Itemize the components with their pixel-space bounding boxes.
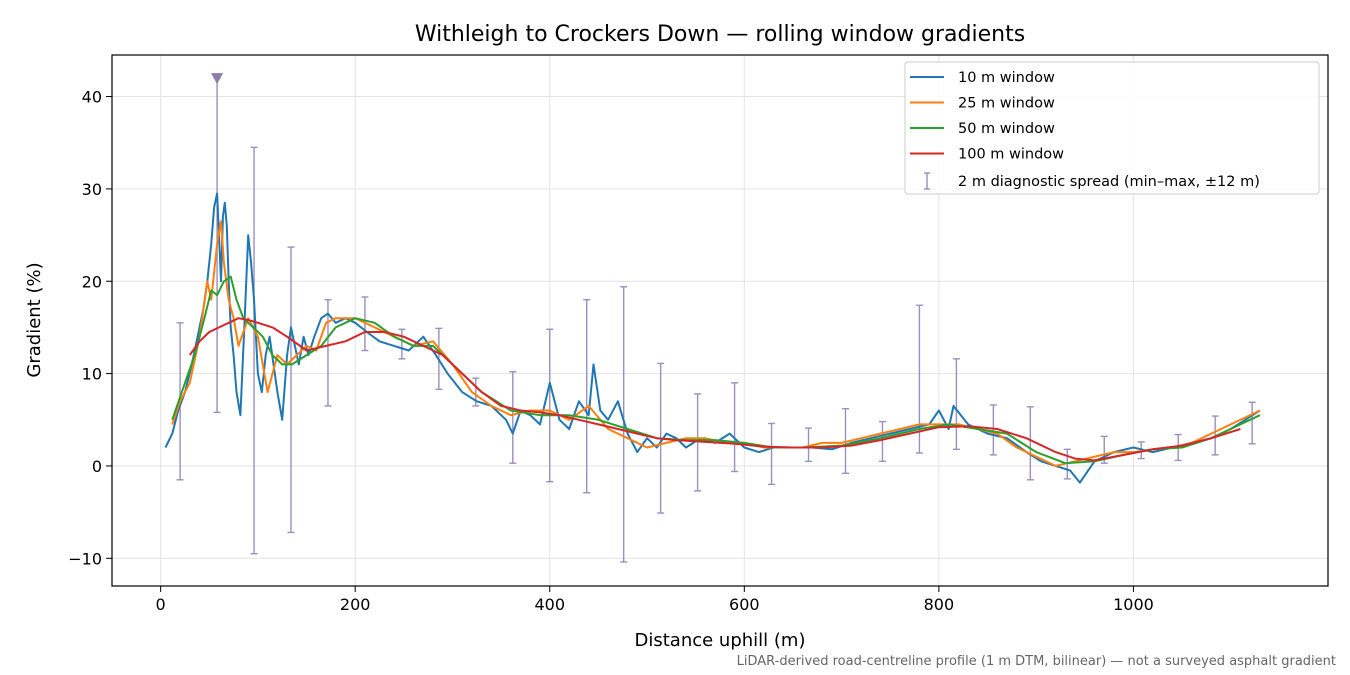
y-tick-label: 10: [82, 365, 102, 384]
error-bar: [583, 299, 591, 494]
error-bar: [287, 246, 295, 534]
error-bar: [546, 328, 554, 483]
legend-label-w100: 100 m window: [958, 147, 1064, 163]
error-bar: [952, 358, 960, 451]
plot-area: [164, 73, 1261, 563]
x-tick-label: 0: [156, 595, 166, 614]
series-line-w50: [171, 275, 1261, 465]
error-bar: [509, 371, 517, 464]
y-tick-label: 0: [92, 457, 102, 476]
y-tick-label: −10: [68, 549, 102, 568]
error-bar: [324, 299, 332, 407]
error-bar: [878, 420, 886, 463]
error-bar: [250, 146, 258, 555]
chart-title: Withleigh to Crockers Down — rolling win…: [415, 22, 1025, 47]
plot-frame: [111, 54, 1329, 587]
legend-label-w50: 50 m window: [958, 121, 1055, 137]
y-axis-label: Gradient (%): [24, 262, 45, 377]
legend-frame: [904, 61, 1320, 195]
error-bar: [1248, 401, 1256, 445]
peak-marker: [211, 73, 224, 85]
x-tick-label: 600: [729, 595, 760, 614]
y-tick-label: 30: [82, 180, 102, 199]
x-tick-label: 200: [340, 595, 371, 614]
error-bar: [1026, 406, 1034, 481]
legend-label-w10: 10 m window: [958, 70, 1055, 86]
series-line-w25: [171, 220, 1261, 467]
footnote: LiDAR-derived road-centreline profile (1…: [737, 654, 1336, 669]
error-bar: [989, 404, 997, 456]
error-bar: [805, 427, 813, 463]
x-tick-label: 800: [924, 595, 955, 614]
y-tick-label: 40: [82, 88, 102, 107]
legend-label-w25: 25 m window: [958, 96, 1055, 112]
series-line-w10: [164, 192, 1261, 484]
x-tick-label: 1000: [1113, 595, 1154, 614]
x-axis-label: Distance uphill (m): [635, 630, 806, 651]
x-tick-label: 400: [534, 595, 565, 614]
error-bar: [731, 382, 739, 473]
error-bar: [768, 422, 776, 486]
series-line-w100: [188, 317, 1241, 462]
legend: 10 m window 25 m window 50 m window 100 m w…: [904, 61, 1320, 195]
axis-ticks: 0 200 400 600 800 1000 −10 0 10 20 30 40: [68, 88, 1154, 614]
error-bar: [398, 328, 406, 360]
error-bar: [620, 286, 628, 563]
y-tick-label: 20: [82, 272, 102, 291]
legend-label-errorbar: 2 m diagnostic spread (min–max, ±12 m): [958, 174, 1260, 190]
